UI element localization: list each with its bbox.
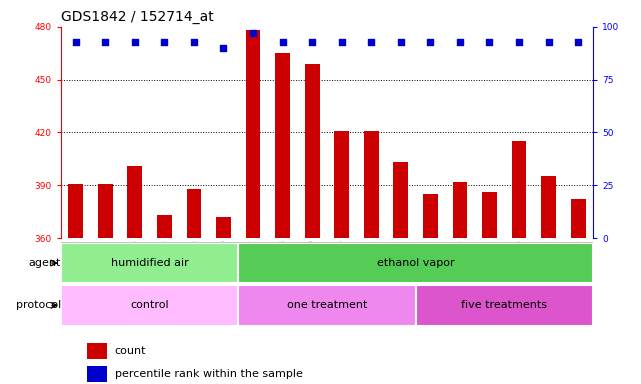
Text: humidified air: humidified air: [111, 258, 188, 268]
Point: [366, 39, 376, 45]
Text: protocol: protocol: [15, 300, 61, 310]
Bar: [275, 53, 290, 238]
Bar: [128, 166, 142, 238]
Bar: [541, 177, 556, 238]
Bar: [415, 285, 593, 326]
Bar: [187, 189, 201, 238]
Bar: [246, 30, 260, 238]
Bar: [238, 243, 593, 283]
Bar: [87, 366, 106, 382]
Text: control: control: [130, 300, 169, 310]
Point: [129, 39, 140, 45]
Bar: [61, 243, 238, 283]
Point: [573, 39, 583, 45]
Bar: [216, 217, 231, 238]
Bar: [304, 64, 319, 238]
Bar: [87, 343, 106, 359]
Point: [514, 39, 524, 45]
Point: [337, 39, 347, 45]
Point: [278, 39, 288, 45]
Bar: [61, 285, 238, 326]
Bar: [512, 141, 526, 238]
Bar: [423, 194, 438, 238]
Point: [455, 39, 465, 45]
Point: [248, 30, 258, 36]
Bar: [238, 285, 415, 326]
Point: [485, 39, 495, 45]
Bar: [157, 215, 172, 238]
Point: [544, 39, 554, 45]
Point: [219, 45, 229, 51]
Text: five treatments: five treatments: [462, 300, 547, 310]
Point: [425, 39, 435, 45]
Point: [71, 39, 81, 45]
Text: percentile rank within the sample: percentile rank within the sample: [115, 369, 303, 379]
Text: GDS1842 / 152714_at: GDS1842 / 152714_at: [61, 10, 213, 25]
Bar: [69, 184, 83, 238]
Point: [159, 39, 169, 45]
Bar: [335, 131, 349, 238]
Text: count: count: [115, 346, 146, 356]
Bar: [394, 162, 408, 238]
Text: ethanol vapor: ethanol vapor: [377, 258, 454, 268]
Bar: [453, 182, 467, 238]
Bar: [98, 184, 113, 238]
Point: [395, 39, 406, 45]
Point: [189, 39, 199, 45]
Text: agent: agent: [28, 258, 61, 268]
Bar: [570, 199, 585, 238]
Point: [307, 39, 317, 45]
Bar: [364, 131, 379, 238]
Point: [100, 39, 110, 45]
Text: one treatment: one treatment: [287, 300, 367, 310]
Bar: [482, 192, 497, 238]
